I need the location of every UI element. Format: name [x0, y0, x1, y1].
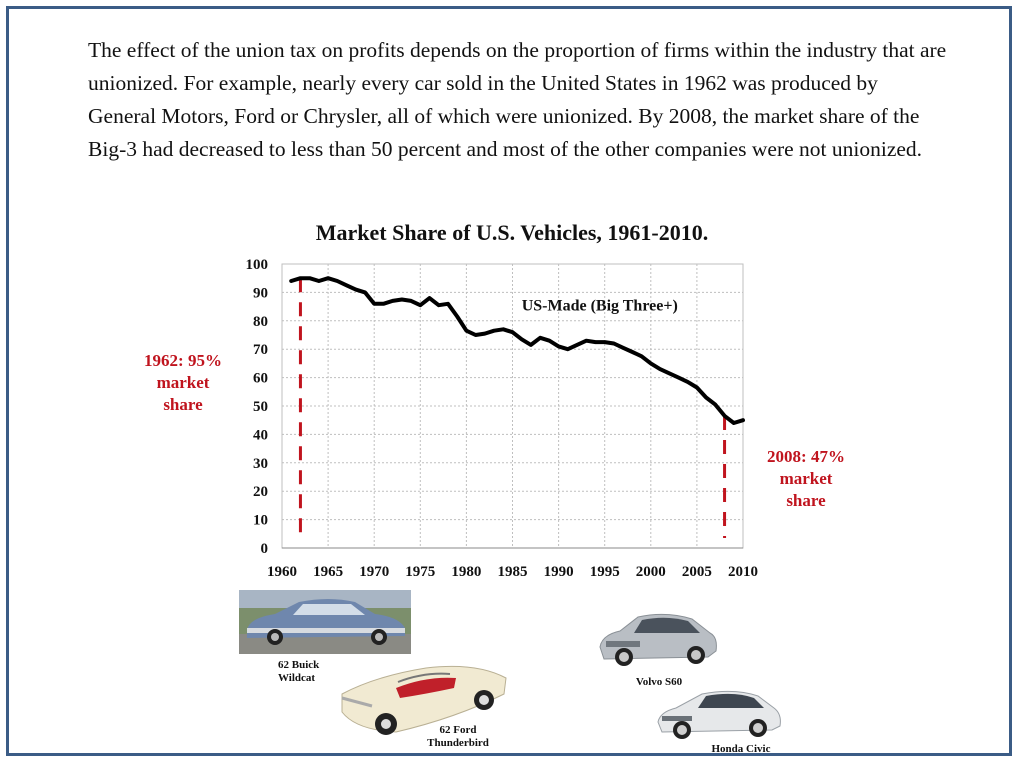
- y-tick-label: 50: [253, 399, 268, 415]
- volvo-caption-line-1: Volvo S60: [635, 676, 683, 688]
- x-tick-label: 1965: [313, 564, 343, 580]
- ford-thunderbird-photo: [341, 665, 507, 735]
- intro-paragraph: The effect of the union tax on profits d…: [88, 38, 947, 161]
- x-tick-label: 1990: [544, 564, 574, 580]
- annotation-2008-line-2: market: [779, 469, 833, 488]
- annotation-1962-line-1: 1962: 95%: [144, 351, 222, 370]
- y-tick-label: 10: [253, 513, 268, 529]
- y-tick-label: 60: [253, 371, 268, 387]
- series-line-us-made: [289, 276, 745, 425]
- y-tick-label: 30: [253, 456, 268, 472]
- y-tick-label: 40: [253, 427, 268, 443]
- thunderbird-caption-line-2: Thunderbird: [427, 737, 489, 749]
- honda-caption-line-1: Honda Civic: [711, 743, 771, 755]
- x-tick-label: 1975: [405, 564, 435, 580]
- y-tick-label: 20: [253, 484, 268, 500]
- annotation-2008-line-3: share: [786, 491, 826, 510]
- y-tick-label: 100: [246, 257, 269, 273]
- buick-wildcat-photo: [239, 590, 411, 654]
- buick-caption: 62 Buick Wildcat: [278, 659, 354, 685]
- volvo-s60-photo: [599, 613, 717, 666]
- y-tick-label: 90: [253, 285, 268, 301]
- y-tick-label: 70: [253, 342, 268, 358]
- honda-civic-photo: [657, 690, 781, 739]
- y-tick-label: 0: [261, 541, 269, 557]
- x-tick-label: 2005: [682, 564, 712, 580]
- x-tick-label: 2010: [728, 564, 758, 580]
- annotation-2008-line-1: 2008: 47%: [767, 447, 845, 466]
- x-tick-label: 1985: [498, 564, 528, 580]
- x-tick-label: 1995: [590, 564, 620, 580]
- slide-border: [6, 6, 1012, 756]
- annotation-1962-line-3: share: [163, 395, 203, 414]
- series-label-us-made: US-Made (Big Three+): [522, 297, 678, 314]
- honda-caption: Honda Civic: [704, 743, 778, 756]
- x-tick-label: 1970: [359, 564, 389, 580]
- x-tick-label: 1960: [267, 564, 297, 580]
- annotation-2008: 2008: 47% market share: [752, 446, 860, 512]
- thunderbird-caption: 62 Ford Thunderbird: [418, 724, 498, 750]
- y-tick-label: 80: [253, 314, 268, 330]
- thunderbird-caption-line-1: 62 Ford: [439, 724, 477, 736]
- annotation-1962: 1962: 95% market share: [128, 350, 238, 416]
- buick-caption-line-2: Wildcat: [278, 672, 316, 684]
- volvo-caption: Volvo S60: [624, 676, 694, 689]
- x-tick-label: 1980: [451, 564, 481, 580]
- buick-caption-line-1: 62 Buick: [278, 659, 320, 671]
- chart-title: Market Share of U.S. Vehicles, 1961-2010…: [315, 220, 709, 245]
- x-tick-label: 2000: [636, 564, 666, 580]
- annotation-1962-line-2: market: [156, 373, 210, 392]
